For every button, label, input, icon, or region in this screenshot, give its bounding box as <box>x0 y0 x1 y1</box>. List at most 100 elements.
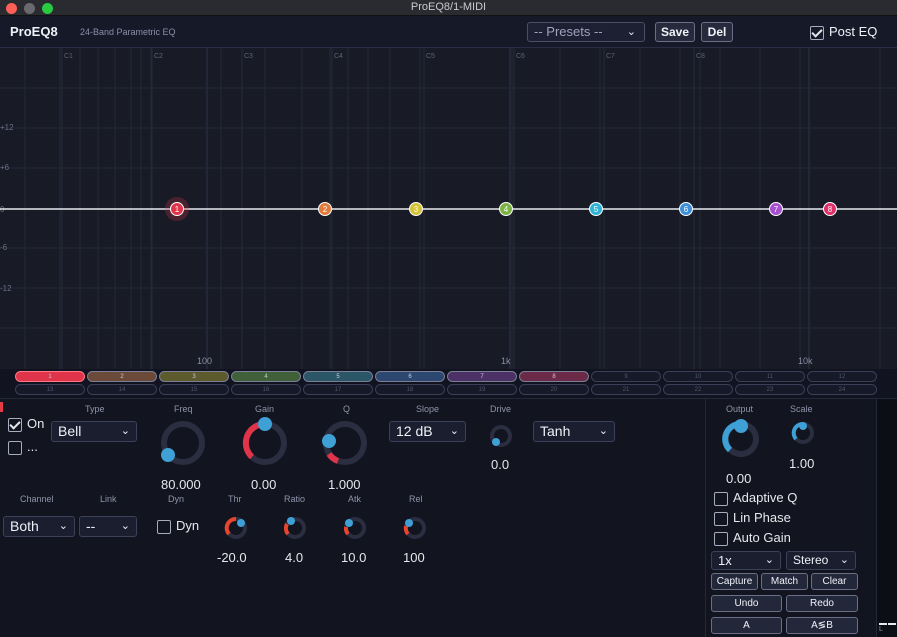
lin-phase-label: Lin Phase <box>733 510 791 525</box>
band-select-button[interactable]: 18 <box>375 384 445 395</box>
band-solo-toggle[interactable]: ... <box>8 439 38 455</box>
oversample-dropdown[interactable]: 1x ⌄ <box>711 551 781 570</box>
band-select-button[interactable]: 9 <box>591 371 661 382</box>
eq-graph-canvas[interactable]: C1C2C3C4C5C6C7C8+12+60-6-121001k10k12345… <box>0 48 897 369</box>
band-node-1[interactable]: 1 <box>165 197 189 221</box>
band-select-button[interactable]: 19 <box>447 384 517 395</box>
band-select-button[interactable]: 7 <box>447 371 517 382</box>
release-knob[interactable] <box>402 515 428 541</box>
band-node-label: 7 <box>774 205 779 214</box>
band-controls-panel: On ... Type Bell ⌄ Freq 80.000 Gain 0.00… <box>0 398 897 637</box>
adaptive-q-checkbox[interactable] <box>714 491 728 506</box>
band-select-button[interactable]: 21 <box>591 384 661 395</box>
clear-button[interactable]: Clear <box>811 573 858 590</box>
attack-knob[interactable] <box>342 515 368 541</box>
band-node-2[interactable]: 2 <box>318 202 332 216</box>
band-on-checkbox[interactable] <box>8 417 22 432</box>
lin-phase-toggle[interactable]: Lin Phase <box>714 510 791 526</box>
output-knob[interactable] <box>720 418 762 460</box>
note-label: C4 <box>334 53 343 60</box>
band-node-dot[interactable] <box>499 202 513 216</box>
dyn-toggle[interactable]: Dyn <box>157 518 199 534</box>
selected-band-marker <box>0 402 3 412</box>
band-node-dot[interactable] <box>170 202 184 216</box>
band-select-button[interactable]: 11 <box>735 371 805 382</box>
band-select-button[interactable]: 17 <box>303 384 373 395</box>
band-select-button[interactable]: 6 <box>375 371 445 382</box>
minimize-window-button[interactable] <box>24 3 35 14</box>
meter-channel-label: L <box>879 626 883 633</box>
ab-slot-a-button[interactable]: A <box>711 617 782 634</box>
band-select-button[interactable]: 10 <box>663 371 733 382</box>
band-node-dot[interactable] <box>769 202 783 216</box>
lin-phase-checkbox[interactable] <box>714 511 728 526</box>
band-node-8[interactable]: 8 <box>823 202 837 216</box>
band-node-6[interactable]: 6 <box>679 202 693 216</box>
link-dropdown[interactable]: -- ⌄ <box>79 516 137 537</box>
slope-dropdown[interactable]: 12 dB ⌄ <box>389 421 466 442</box>
maximize-window-button[interactable] <box>42 3 53 14</box>
band-select-button[interactable]: 24 <box>807 384 877 395</box>
band-node-dot[interactable] <box>823 202 837 216</box>
adaptive-q-toggle[interactable]: Adaptive Q <box>714 490 797 506</box>
filter-type-dropdown[interactable]: Bell ⌄ <box>51 421 137 442</box>
band-select-button[interactable]: 23 <box>735 384 805 395</box>
drive-knob[interactable] <box>488 423 514 449</box>
band-node-label: 8 <box>828 205 833 214</box>
band-node-dot[interactable] <box>679 202 693 216</box>
match-button[interactable]: Match <box>761 573 808 590</box>
saturation-type-dropdown[interactable]: Tanh ⌄ <box>533 421 615 442</box>
band-select-button[interactable]: 22 <box>663 384 733 395</box>
band-select-button[interactable]: 8 <box>519 371 589 382</box>
post-eq-label: Post EQ <box>829 24 878 39</box>
band-solo-checkbox[interactable] <box>8 440 22 455</box>
close-window-button[interactable] <box>6 3 17 14</box>
band-select-button[interactable]: 5 <box>303 371 373 382</box>
band-node-label: 3 <box>414 205 419 214</box>
band-node-dot[interactable] <box>409 202 423 216</box>
band-select-button[interactable]: 1 <box>15 371 85 382</box>
post-eq-toggle[interactable]: Post EQ <box>810 24 877 40</box>
band-select-button[interactable]: 15 <box>159 384 229 395</box>
redo-button[interactable]: Redo <box>786 595 858 612</box>
freq-knob[interactable] <box>158 418 208 468</box>
dyn-checkbox[interactable] <box>157 519 171 534</box>
save-button[interactable]: Save <box>655 22 695 42</box>
band-node-dot[interactable] <box>318 202 332 216</box>
band-on-toggle[interactable]: On <box>8 416 44 432</box>
band-select-button[interactable]: 4 <box>231 371 301 382</box>
band-select-button[interactable]: 20 <box>519 384 589 395</box>
band-node-label: 2 <box>323 205 328 214</box>
ratio-knob[interactable] <box>282 515 308 541</box>
capture-button[interactable]: Capture <box>711 573 758 590</box>
channel-dropdown[interactable]: Both ⌄ <box>3 516 75 537</box>
auto-gain-checkbox[interactable] <box>714 531 728 546</box>
chevron-down-icon: ⌄ <box>120 425 130 437</box>
gain-knob[interactable] <box>240 416 290 468</box>
band-select-button[interactable]: 12 <box>807 371 877 382</box>
band-node-5[interactable]: 5 <box>589 202 603 216</box>
presets-dropdown[interactable]: -- Presets -- ⌄ <box>527 22 645 42</box>
ab-compare-button[interactable]: A≶B <box>786 617 858 634</box>
band-node-label: 6 <box>684 205 689 214</box>
band-node-7[interactable]: 7 <box>769 202 783 216</box>
eq-graph[interactable]: C1C2C3C4C5C6C7C8+12+60-6-121001k10k12345… <box>0 48 897 369</box>
band-select-button[interactable]: 14 <box>87 384 157 395</box>
band-node-3[interactable]: 3 <box>409 202 423 216</box>
band-select-button[interactable]: 13 <box>15 384 85 395</box>
delete-preset-button[interactable]: Del <box>701 22 733 42</box>
scale-knob[interactable] <box>790 420 816 446</box>
band-select-button[interactable]: 16 <box>231 384 301 395</box>
band-select-button[interactable]: 3 <box>159 371 229 382</box>
saturation-type-value: Tanh <box>540 423 571 439</box>
q-knob[interactable] <box>320 418 370 468</box>
post-eq-checkbox[interactable] <box>810 25 824 40</box>
chevron-down-icon: ⌄ <box>120 520 130 532</box>
stereo-mode-dropdown[interactable]: Stereo ⌄ <box>786 551 856 570</box>
auto-gain-toggle[interactable]: Auto Gain <box>714 530 791 546</box>
band-node-dot[interactable] <box>589 202 603 216</box>
band-node-4[interactable]: 4 <box>499 202 513 216</box>
band-select-button[interactable]: 2 <box>87 371 157 382</box>
threshold-knob[interactable] <box>223 515 249 541</box>
undo-button[interactable]: Undo <box>711 595 782 612</box>
